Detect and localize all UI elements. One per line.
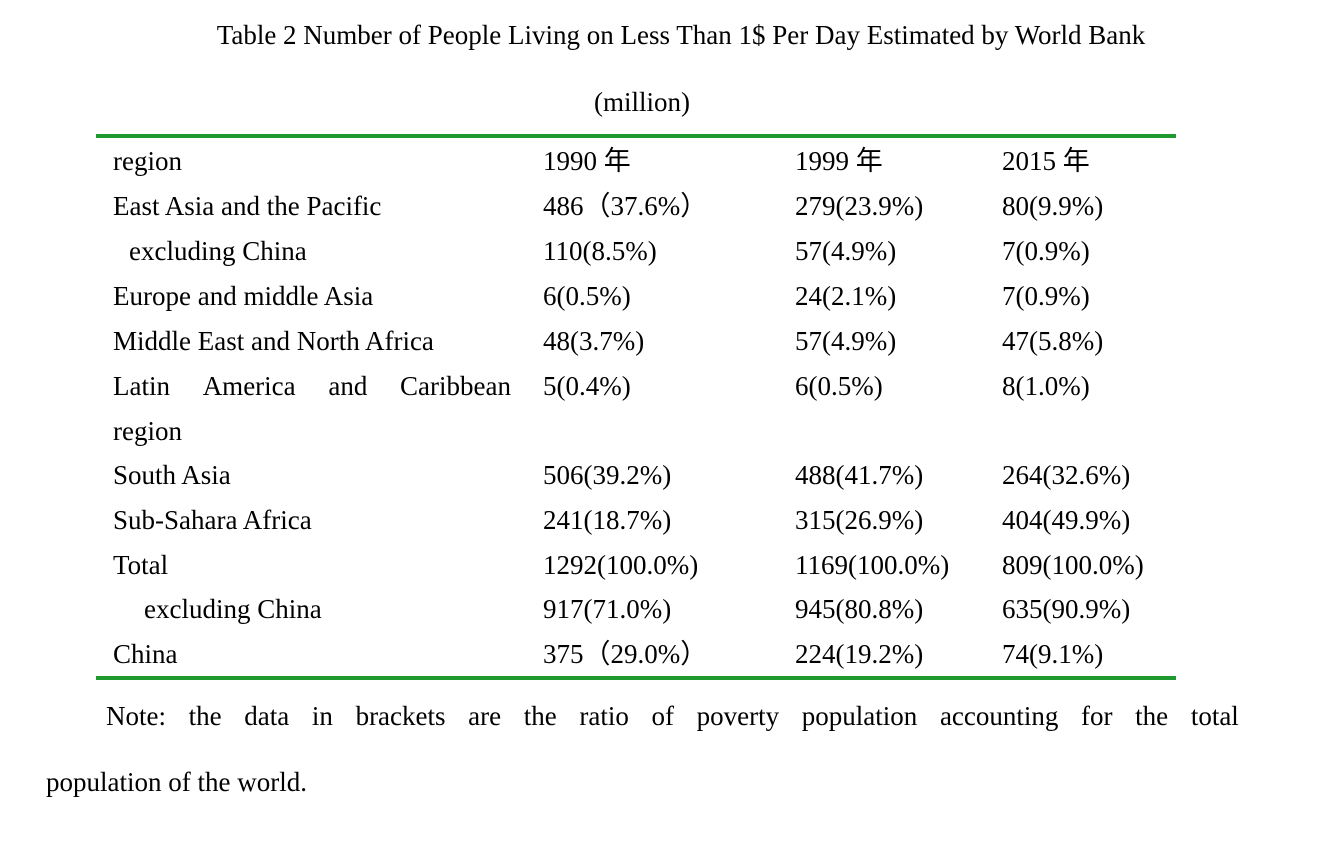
row-value-1990: 506(39.2%)	[543, 460, 672, 490]
row-value-1990: 1292(100.0%)	[543, 550, 699, 580]
row-value-1999: 1169(100.0%)	[795, 550, 950, 580]
note-word: Note:	[106, 701, 166, 731]
row-value-1999: 315(26.9%)	[795, 505, 924, 535]
note-word: population	[801, 701, 918, 731]
row-value-1999: 279(23.9%)	[795, 191, 924, 221]
header-1990: 1990 年	[543, 146, 631, 176]
note-word: the	[188, 701, 222, 731]
note-word: ratio	[579, 701, 629, 731]
row-value-1999: 6(0.5%)	[795, 371, 883, 401]
row-value-1999: 57(4.9%)	[795, 326, 897, 356]
note-word: data	[244, 701, 290, 731]
header-region: region	[113, 146, 182, 176]
header-2015: 2015 年	[1002, 146, 1090, 176]
row-value-1999: 945(80.8%)	[795, 594, 924, 624]
row-value-2015: 74(9.1%)	[1002, 639, 1104, 669]
row-value-1999: 57(4.9%)	[795, 236, 897, 266]
row-value-2015: 7(0.9%)	[1002, 236, 1090, 266]
region-word: America	[202, 371, 296, 401]
region-word: Latin	[113, 371, 170, 401]
header-1999: 1999 年	[795, 146, 883, 176]
note-word: brackets	[355, 701, 446, 731]
row-value-1990: 48(3.7%)	[543, 326, 645, 356]
note-word: of	[651, 701, 675, 731]
row-value-1990: 110(8.5%)	[543, 236, 657, 266]
note-word: the	[523, 701, 557, 731]
row-value-2015: 7(0.9%)	[1002, 281, 1090, 311]
table-unit: (million)	[594, 87, 690, 117]
row-region: Europe and middle Asia	[113, 281, 374, 311]
row-region-continuation: region	[113, 416, 182, 446]
row-region: China	[113, 639, 178, 669]
region-word: Caribbean	[400, 371, 511, 401]
row-value-2015: 635(90.9%)	[1002, 594, 1131, 624]
row-value-1999: 24(2.1%)	[795, 281, 897, 311]
row-value-2015: 404(49.9%)	[1002, 505, 1131, 535]
row-value-1990: 6(0.5%)	[543, 281, 631, 311]
note-word: the	[1135, 701, 1169, 731]
region-word: and	[328, 371, 368, 401]
row-region: East Asia and the Pacific	[113, 191, 382, 221]
row-region: Middle East and North Africa	[113, 326, 434, 356]
note-word: for	[1081, 701, 1113, 731]
row-value-2015: 80(9.9%)	[1002, 191, 1104, 221]
table-top-rule	[96, 134, 1176, 138]
row-value-1990: 375（29.0%）	[543, 639, 708, 669]
note-word: accounting	[939, 701, 1059, 731]
row-region: Sub-Sahara Africa	[113, 505, 312, 535]
row-value-1999: 224(19.2%)	[795, 639, 924, 669]
row-value-1999: 488(41.7%)	[795, 460, 924, 490]
note-paragraph-line: Note: the data in brackets are the ratio…	[106, 701, 1239, 731]
note-paragraph-continuation: population of the world.	[46, 767, 307, 797]
row-region: excluding China	[129, 236, 307, 266]
note-word: total	[1190, 701, 1239, 731]
note-word: are	[468, 701, 502, 731]
row-value-1990: 917(71.0%)	[543, 594, 672, 624]
row-region: excluding China	[144, 594, 322, 624]
table-bottom-rule	[96, 676, 1176, 680]
note-word: poverty	[696, 701, 780, 731]
row-value-1990: 486（37.6%）	[543, 191, 708, 221]
row-value-1990: 5(0.4%)	[543, 371, 631, 401]
row-region: Total	[113, 550, 169, 580]
row-value-2015: 809(100.0%)	[1002, 550, 1144, 580]
row-region: South Asia	[113, 460, 231, 490]
row-region-justified: Latin America and Caribbean	[113, 371, 511, 401]
row-value-1990: 241(18.7%)	[543, 505, 672, 535]
row-value-2015: 8(1.0%)	[1002, 371, 1090, 401]
row-value-2015: 47(5.8%)	[1002, 326, 1104, 356]
row-value-2015: 264(32.6%)	[1002, 460, 1131, 490]
note-word: in	[311, 701, 333, 731]
table-title: Table 2 Number of People Living on Less …	[216, 20, 1146, 50]
